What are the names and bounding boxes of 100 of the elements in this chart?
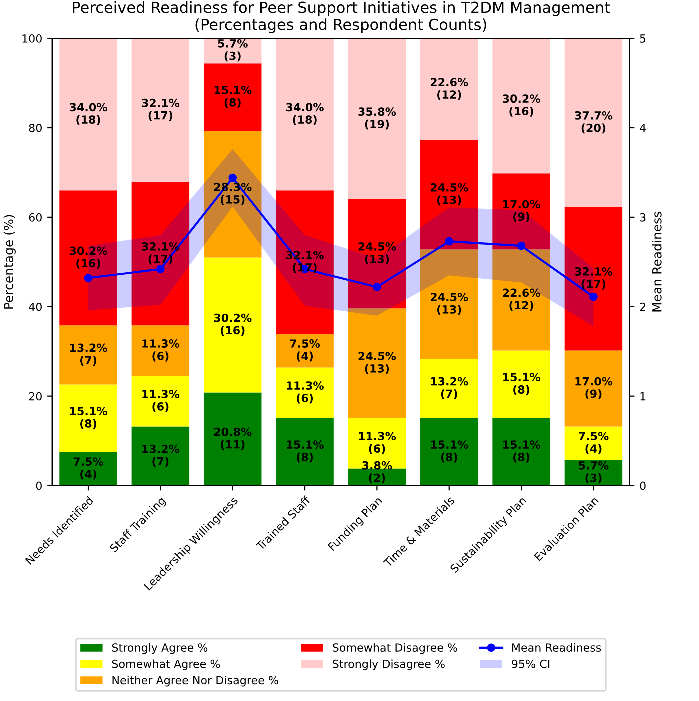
bar xyxy=(420,250,478,360)
data-label: 7.5% (4) xyxy=(579,432,609,454)
bar xyxy=(564,207,623,351)
data-label: 7.5% (4) xyxy=(74,458,104,480)
data-label: 30.2% (16) xyxy=(70,246,108,269)
y-tick-label: 20 xyxy=(29,392,42,401)
y-tick-label: 40 xyxy=(29,302,42,312)
bar xyxy=(60,38,118,191)
y2-tick-label: 4 xyxy=(640,124,646,132)
data-label: 32.1% (17) xyxy=(575,268,613,290)
bar xyxy=(492,174,550,250)
y-tick-label: 80 xyxy=(29,124,42,132)
y-tick-label: 60 xyxy=(29,213,42,222)
y2-tick-label: 2 xyxy=(640,302,646,312)
bar xyxy=(348,199,406,309)
bar xyxy=(132,426,190,486)
bar xyxy=(132,38,190,182)
bar xyxy=(348,39,406,200)
bar xyxy=(204,64,262,132)
y2-axis-title: Mean Readiness xyxy=(652,212,662,312)
data-label: 11.3% (6) xyxy=(142,390,180,412)
data-label: 3.8% (2) xyxy=(362,461,392,484)
bar xyxy=(276,190,334,334)
data-label: 15.1% (8) xyxy=(504,373,540,396)
y2-tick-label: 1 xyxy=(640,392,646,401)
bar xyxy=(564,38,623,208)
data-label: 13.2% (7) xyxy=(70,344,108,366)
bar xyxy=(60,384,118,452)
bar xyxy=(132,182,190,326)
bar xyxy=(60,190,118,326)
legend-label: Mean Readiness xyxy=(512,643,602,652)
bar xyxy=(276,334,334,368)
bar xyxy=(420,39,478,140)
y-tick-label: 100 xyxy=(22,34,42,43)
data-label: 15.1% (8) xyxy=(287,440,324,463)
point xyxy=(590,292,598,302)
data-label: 17.0% (9) xyxy=(576,377,613,400)
data-label: 17.0% (9) xyxy=(504,200,540,222)
data-label: 15.1% (8) xyxy=(504,440,540,463)
point xyxy=(156,265,165,274)
point xyxy=(517,242,526,250)
bar xyxy=(204,258,262,393)
data-label: 24.5% (13) xyxy=(358,242,396,265)
data-label: 20.8% (11) xyxy=(214,428,252,450)
bar xyxy=(60,326,118,385)
point xyxy=(84,274,93,282)
bar xyxy=(564,350,623,427)
bar xyxy=(276,418,334,486)
legend-label: Somewhat Agree % xyxy=(112,660,220,670)
bar xyxy=(420,359,478,418)
data-label: 37.7% (20) xyxy=(575,111,613,134)
data-label: 5.7% (3) xyxy=(579,461,609,484)
data-label: 24.5% (13) xyxy=(430,183,468,206)
data-label: 15.1% (8) xyxy=(214,86,252,108)
data-label: 13.2% (7) xyxy=(142,444,180,468)
bar xyxy=(492,38,550,174)
data-label: 11.3% (6) xyxy=(287,382,324,404)
data-label: 11.3% (6) xyxy=(359,432,396,454)
bar xyxy=(276,368,334,418)
bar xyxy=(276,38,334,191)
point xyxy=(445,237,454,246)
data-label: 32.1% (17) xyxy=(142,98,180,122)
legend-label: Somewhat Disagree % xyxy=(333,643,458,654)
data-label: 22.6% (12) xyxy=(430,78,468,100)
data-label: 34.0% (18) xyxy=(286,103,324,126)
data-label: 30.2% (16) xyxy=(503,94,540,117)
y2-tick-label: 0 xyxy=(640,482,646,490)
data-label: 30.2% (16) xyxy=(214,314,252,336)
data-label: 24.5% (13) xyxy=(430,293,468,316)
point xyxy=(228,174,238,182)
bar xyxy=(420,418,478,486)
bar xyxy=(420,140,478,250)
data-label: 24.5% (13) xyxy=(358,352,396,374)
bar xyxy=(492,350,550,418)
data-label: 35.8% (19) xyxy=(358,108,396,130)
y-axis-title: Percentage (%) xyxy=(4,215,16,309)
data-label: 15.1% (8) xyxy=(431,440,468,463)
y2-tick-label: 3 xyxy=(640,213,646,222)
y2-tick-label: 5 xyxy=(640,34,646,43)
bar xyxy=(132,376,190,427)
data-label: 11.3% (6) xyxy=(142,340,180,362)
data-label: 5.7% (3) xyxy=(218,39,248,62)
bar xyxy=(204,131,262,258)
legend-label: Strongly Agree % xyxy=(112,643,208,654)
data-label: 13.2% (7) xyxy=(431,377,468,400)
bar xyxy=(348,308,406,418)
data-label: 7.5% (4) xyxy=(290,340,320,362)
point xyxy=(373,283,382,292)
legend-label: Strongly Disagree % xyxy=(333,660,445,670)
bar xyxy=(132,326,190,376)
bar xyxy=(564,426,623,460)
bar xyxy=(492,250,550,351)
data-label: 34.0% (18) xyxy=(70,103,108,126)
bar xyxy=(348,418,406,469)
data-label: 15.1% (8) xyxy=(70,407,108,430)
legend-label: Neither Agree Nor Disagree % xyxy=(112,676,278,687)
y-tick-label: 0 xyxy=(36,482,42,490)
chart-title: Perceived Readiness for Peer Support Initiatives in T2DM Management (Percentages and Respondent Counts) xyxy=(73,2,610,34)
bar xyxy=(204,392,262,486)
text: 95% CI xyxy=(512,660,550,668)
